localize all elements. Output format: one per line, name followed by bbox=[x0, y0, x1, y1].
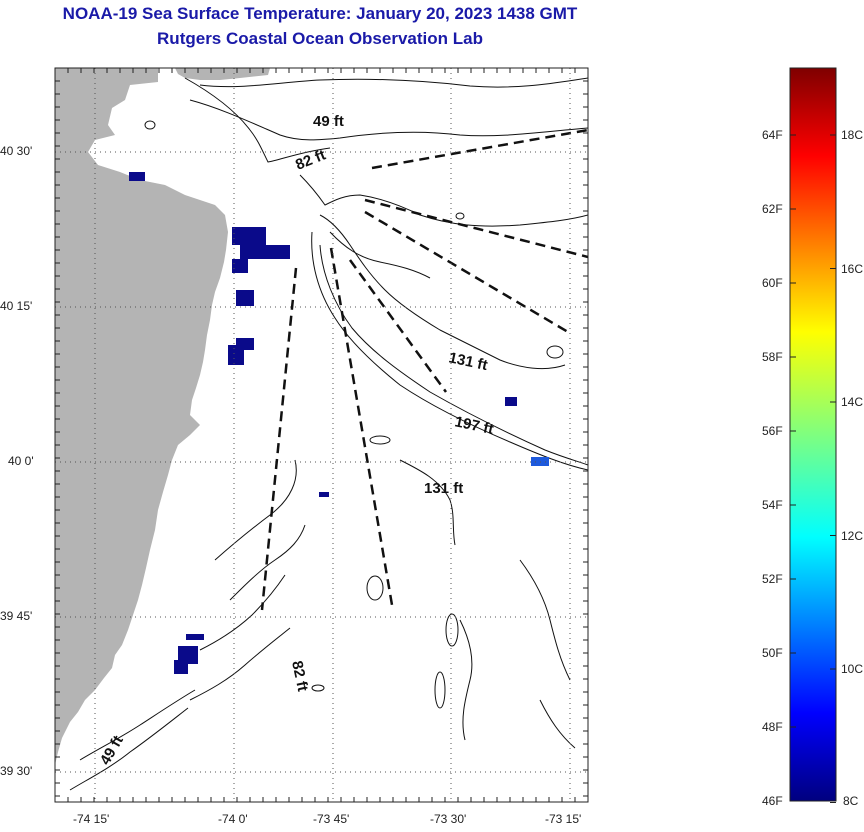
cb-label-12c: 12C bbox=[841, 529, 864, 543]
depth-label-82ft-south: 82 ft bbox=[288, 659, 311, 693]
bathymetry-contours bbox=[69, 77, 588, 791]
lon-label-74-0: -74 0' bbox=[218, 812, 248, 826]
lat-label-39-45: 39 45' bbox=[0, 609, 33, 623]
cb-label-18c: 18C bbox=[841, 128, 864, 142]
lon-label-73-30: -73 30' bbox=[430, 812, 467, 826]
cb-label-16c: 16C bbox=[841, 262, 864, 276]
transect-lines bbox=[260, 128, 588, 611]
depth-label-49ft-north: 49 ft bbox=[313, 113, 344, 130]
cb-label-64f: 64F bbox=[762, 128, 783, 142]
cb-label-60f: 60F bbox=[762, 276, 783, 290]
cb-label-54f: 54F bbox=[762, 498, 783, 512]
lon-label-73-15: -73 15' bbox=[545, 812, 582, 826]
lat-label-40-30: 40 30' bbox=[0, 144, 33, 158]
lon-label-73-45: -73 45' bbox=[313, 812, 350, 826]
land-mass bbox=[55, 68, 228, 765]
depth-label-131ft-south: 131 ft bbox=[424, 480, 463, 497]
cb-label-56f: 56F bbox=[762, 424, 783, 438]
frame-ticks bbox=[54, 67, 589, 802]
map-frame bbox=[54, 67, 589, 803]
lat-label-40-15: 40 15' bbox=[0, 299, 33, 313]
colorbar-ticks bbox=[790, 134, 836, 803]
cb-label-52f: 52F bbox=[762, 572, 783, 586]
map-title: NOAA-19 Sea Surface Temperature: January… bbox=[62, 4, 578, 23]
land-patch bbox=[175, 68, 270, 80]
map-subtitle: Rutgers Coastal Ocean Observation Lab bbox=[157, 29, 483, 48]
cb-label-8c: 8C bbox=[843, 794, 859, 808]
cb-label-62f: 62F bbox=[762, 202, 783, 216]
cb-label-10c: 10C bbox=[841, 662, 864, 676]
lat-label-40-0: 40 0' bbox=[8, 454, 34, 468]
cb-label-14c: 14C bbox=[841, 395, 864, 409]
cb-label-46f: 46F bbox=[762, 794, 783, 808]
lon-label-74-15: -74 15' bbox=[73, 812, 110, 826]
lat-label-39-30: 39 30' bbox=[0, 764, 33, 778]
colorbar bbox=[789, 67, 837, 802]
cb-label-58f: 58F bbox=[762, 350, 783, 364]
cb-label-50f: 50F bbox=[762, 646, 783, 660]
cb-label-48f: 48F bbox=[762, 720, 783, 734]
